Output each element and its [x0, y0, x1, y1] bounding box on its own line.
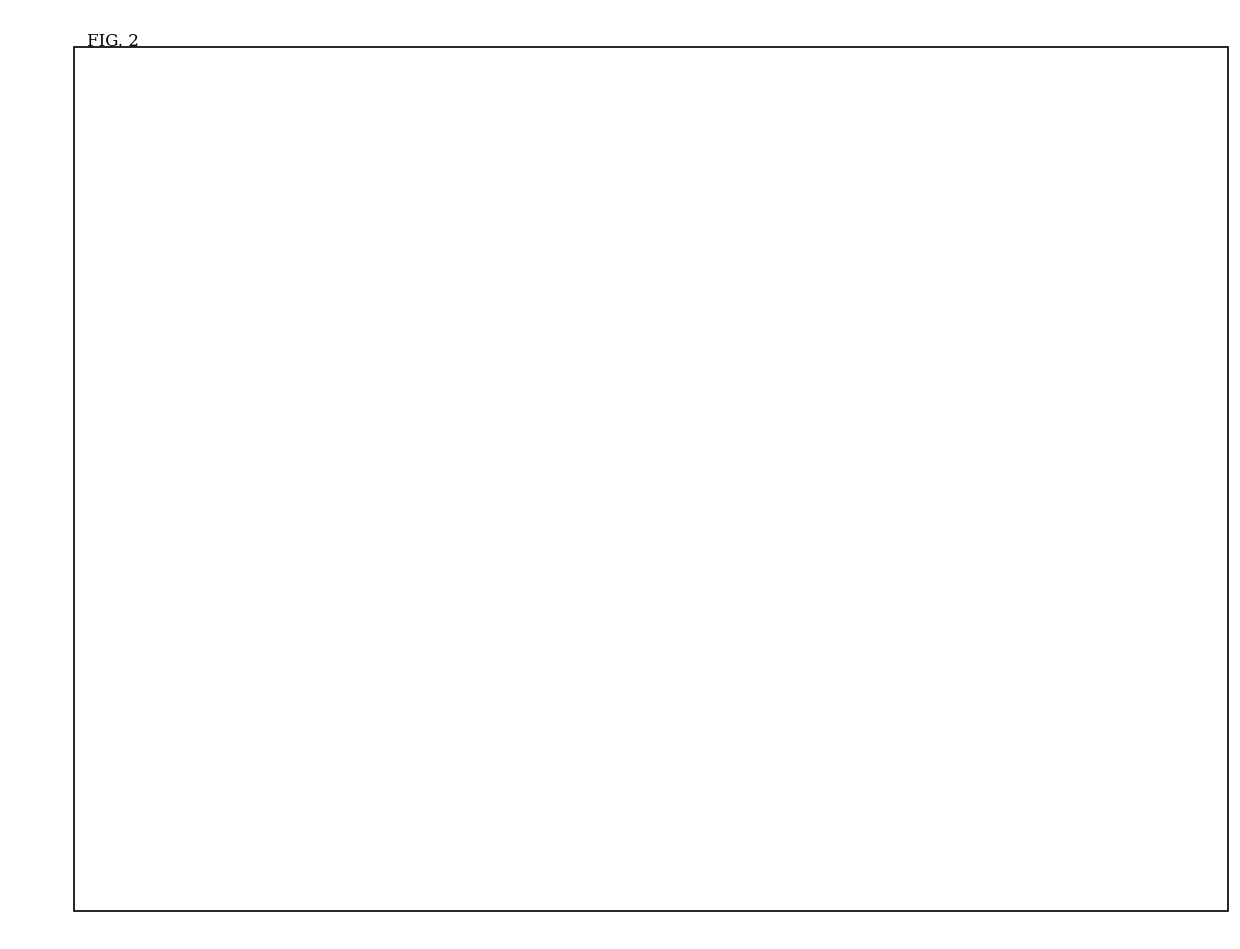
- Legend: Silica A (100 mg
retained), Silica B (100 mg
retained), Silica C (100 mg
retaine: Silica A (100 mg retained), Silica B (10…: [852, 152, 1029, 417]
- Text: FIG. 2: FIG. 2: [87, 33, 139, 50]
- Title: 0.3 wt% CPC and 10 Wt% Silica Leaching Profiles: 0.3 wt% CPC and 10 Wt% Silica Leaching P…: [196, 120, 771, 140]
- Y-axis label: Active Concentration (ppm): Active Concentration (ppm): [97, 354, 114, 633]
- X-axis label: Total Mass of Leach Water (g): Total Mass of Leach Water (g): [334, 865, 634, 884]
